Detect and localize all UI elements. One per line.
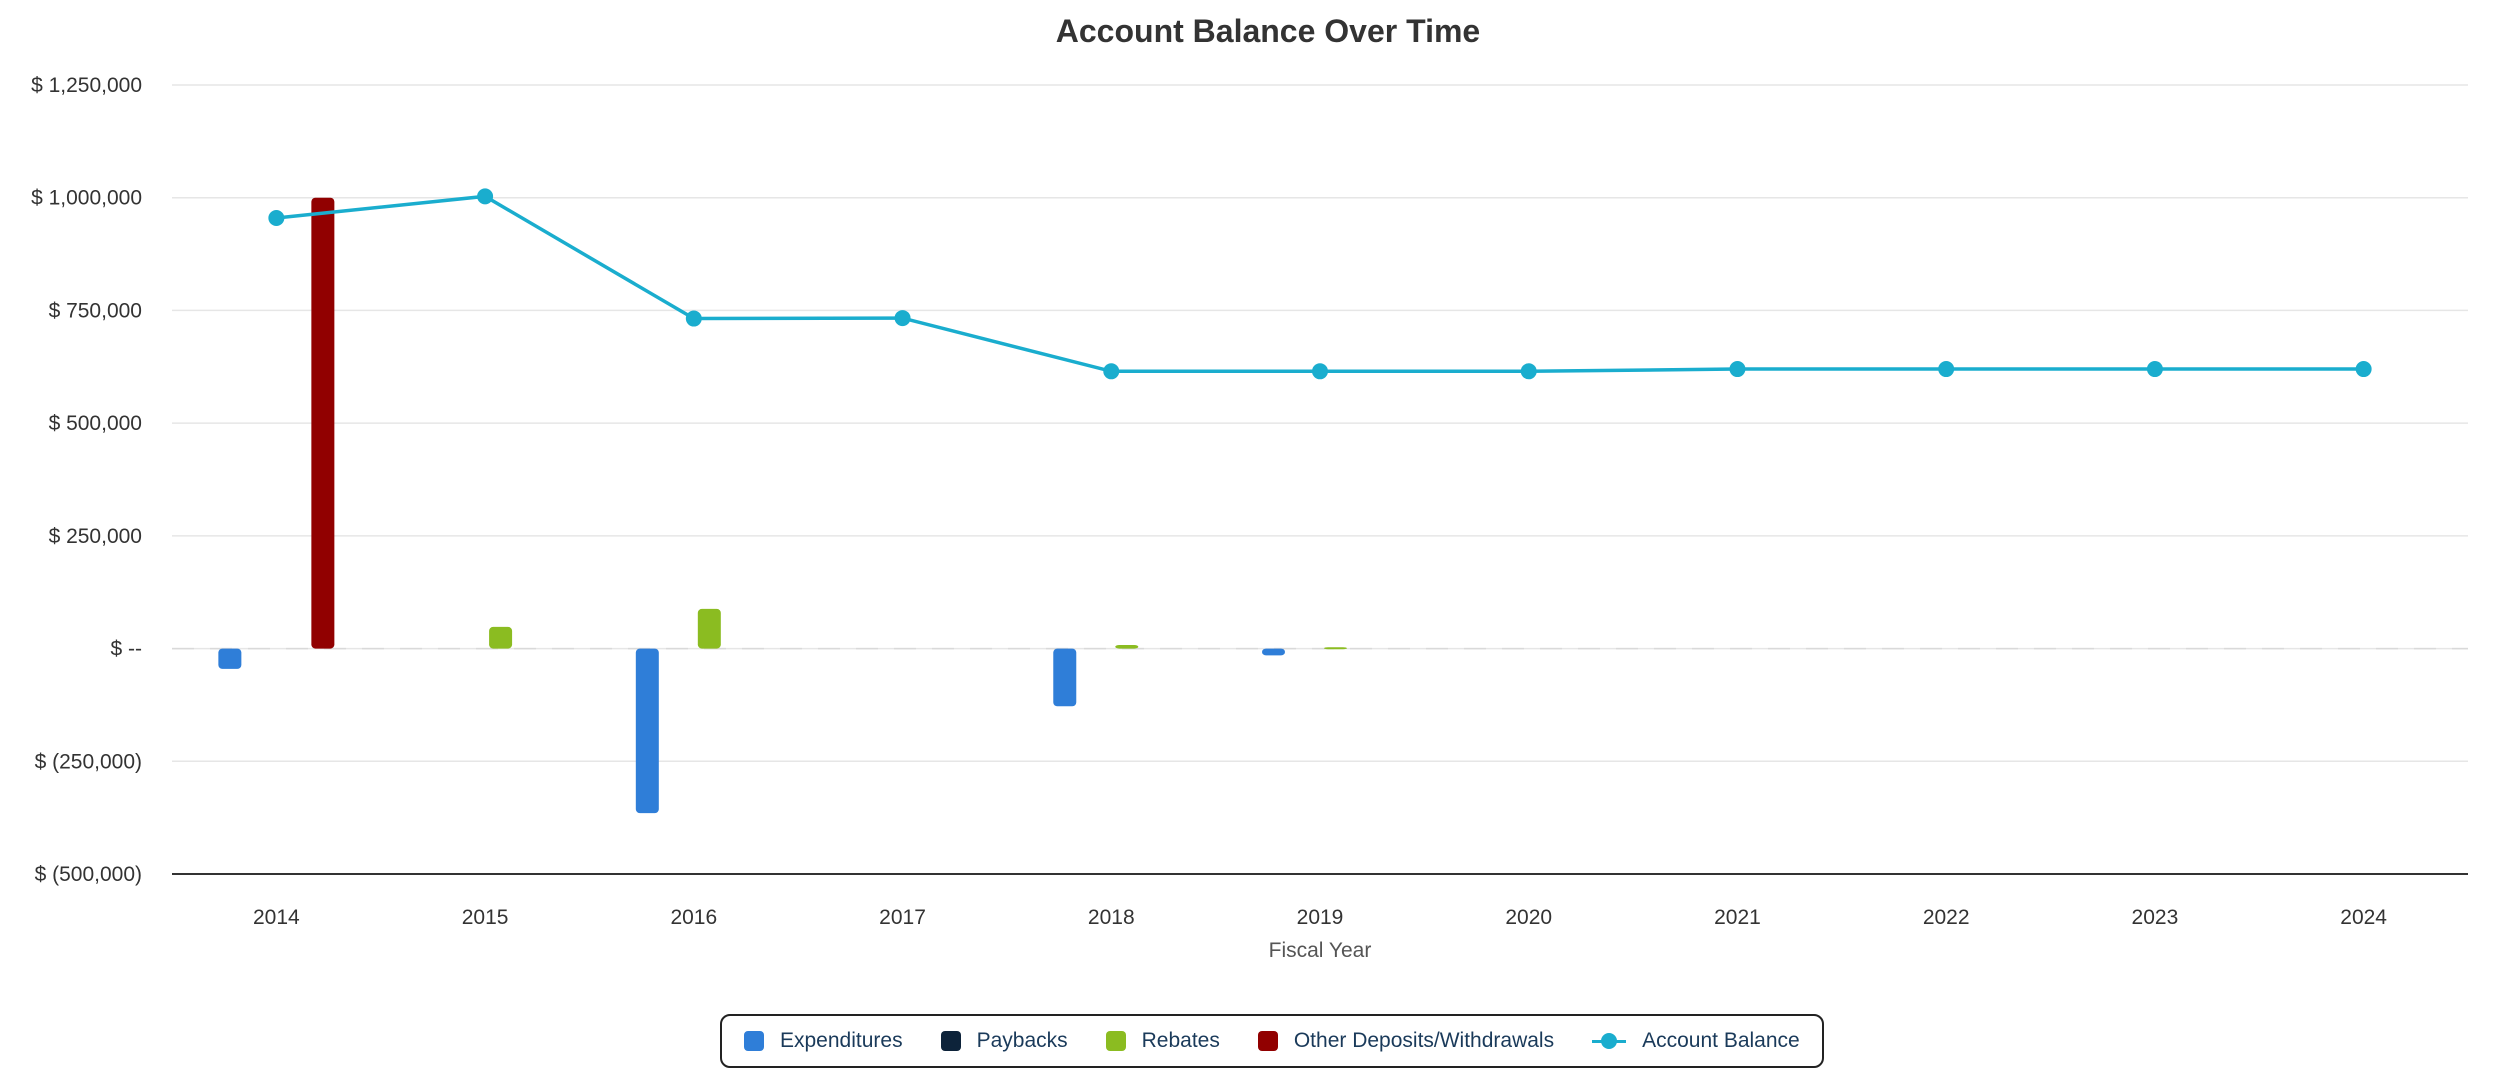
bar-rebates: [1115, 644, 1139, 649]
account-balance-point: [685, 310, 702, 327]
bar-other-deposits-withdrawals: [311, 197, 335, 649]
legend-item[interactable]: Other Deposits/Withdrawals: [1257, 1029, 1555, 1053]
legend-swatch: [1592, 1031, 1627, 1051]
legend-swatch: [940, 1031, 961, 1051]
y-tick-label: $ 250,000: [49, 525, 142, 548]
x-tick-label: 2015: [462, 906, 509, 929]
legend-item[interactable]: Paybacks: [940, 1029, 1068, 1053]
account-balance-point: [1729, 361, 1746, 378]
legend-item[interactable]: Expenditures: [744, 1029, 903, 1053]
x-tick-label: 2024: [2340, 906, 2387, 929]
y-tick-label: $ 1,000,000: [31, 187, 142, 210]
legend: Expenditures Paybacks Rebates Other Deposit…: [720, 1014, 1824, 1068]
y-tick-label: $ --: [111, 638, 143, 661]
x-axis-ticks: 2014 2015 2016 2017 2018 2019 2020 2021 2022 2023…: [253, 906, 2387, 929]
grid-lines: [172, 84, 2468, 875]
y-tick-label: $ (250,000): [35, 750, 142, 773]
x-tick-label: 2019: [1297, 906, 1344, 929]
account-balance-point: [477, 188, 494, 205]
account-balance-point: [1520, 363, 1537, 380]
x-tick-label: 2022: [1923, 906, 1970, 929]
x-tick-label: 2021: [1714, 906, 1761, 929]
legend-item[interactable]: Rebates: [1105, 1029, 1220, 1053]
legend-label: Expenditures: [780, 1029, 903, 1052]
legend-label: Rebates: [1141, 1029, 1220, 1052]
x-tick-label: 2017: [879, 906, 926, 929]
x-tick-label: 2018: [1088, 906, 1135, 929]
account-balance-point: [1103, 363, 1120, 380]
x-axis-title: Fiscal Year: [1269, 939, 1372, 962]
legend-label: Other Deposits/Withdrawals: [1293, 1029, 1555, 1052]
y-tick-label: $ 500,000: [49, 412, 142, 435]
chart-title: Account Balance Over Time: [1056, 13, 1480, 49]
y-tick-label: $ 1,250,000: [31, 74, 142, 97]
legend-item[interactable]: Account Balance: [1592, 1029, 1800, 1053]
legend-label: Paybacks: [976, 1029, 1068, 1052]
account-balance-point: [1938, 361, 1955, 378]
x-tick-label: 2023: [2132, 906, 2179, 929]
line-series: [268, 188, 2372, 380]
account-balance-point: [1312, 363, 1328, 380]
account-balance-point: [894, 310, 911, 327]
bar-rebates: [489, 626, 513, 649]
bar-series: [218, 197, 1347, 814]
x-tick-label: 2014: [253, 906, 300, 929]
bar-expenditures: [635, 648, 659, 814]
x-tick-label: 2016: [670, 906, 717, 929]
account-balance-point: [2355, 361, 2372, 378]
bar-rebates: [697, 608, 721, 649]
account-balance-point: [2146, 361, 2163, 378]
bar-expenditures: [218, 648, 242, 669]
y-tick-label: $ (500,000): [35, 863, 142, 886]
legend-label: Account Balance: [1642, 1029, 1800, 1052]
bar-expenditures: [1262, 648, 1285, 656]
y-axis-ticks: $ 1,250,000 $ 1,000,000 $ 750,000 $ 500,000…: [31, 74, 142, 886]
legend-swatch: [1257, 1031, 1278, 1051]
legend-swatch: [1105, 1031, 1126, 1051]
account-balance-line: [276, 194, 2364, 374]
bar-rebates: [1324, 647, 1347, 650]
account-balance-point: [268, 210, 285, 227]
bar-expenditures: [1053, 648, 1077, 707]
y-tick-label: $ 750,000: [49, 299, 142, 322]
legend-swatch: [744, 1031, 764, 1051]
x-tick-label: 2020: [1505, 906, 1552, 929]
